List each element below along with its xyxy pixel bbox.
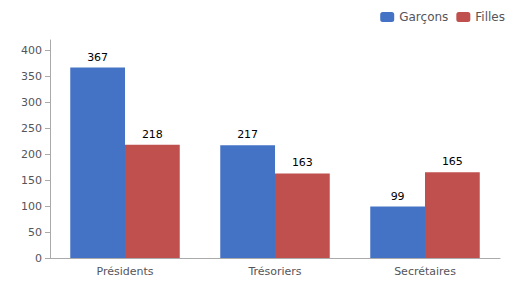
svg-text:Présidents: Présidents bbox=[96, 265, 153, 278]
svg-text:100: 100 bbox=[21, 200, 42, 213]
svg-text:367: 367 bbox=[87, 51, 108, 64]
svg-text:400: 400 bbox=[21, 44, 42, 57]
svg-text:250: 250 bbox=[21, 122, 42, 135]
svg-text:217: 217 bbox=[237, 128, 258, 141]
svg-text:Garçons: Garçons bbox=[399, 10, 448, 24]
svg-text:218: 218 bbox=[142, 128, 163, 141]
svg-text:50: 50 bbox=[28, 226, 42, 239]
svg-text:350: 350 bbox=[21, 70, 42, 83]
svg-text:99: 99 bbox=[391, 190, 405, 203]
svg-text:165: 165 bbox=[442, 155, 463, 168]
svg-text:163: 163 bbox=[292, 156, 313, 169]
svg-text:0: 0 bbox=[35, 252, 42, 265]
svg-text:Secrétaires: Secrétaires bbox=[394, 265, 456, 278]
svg-text:Trésoriers: Trésoriers bbox=[247, 265, 301, 278]
svg-text:150: 150 bbox=[21, 174, 42, 187]
svg-text:200: 200 bbox=[21, 148, 42, 161]
svg-text:Filles: Filles bbox=[475, 10, 505, 24]
svg-text:300: 300 bbox=[21, 96, 42, 109]
